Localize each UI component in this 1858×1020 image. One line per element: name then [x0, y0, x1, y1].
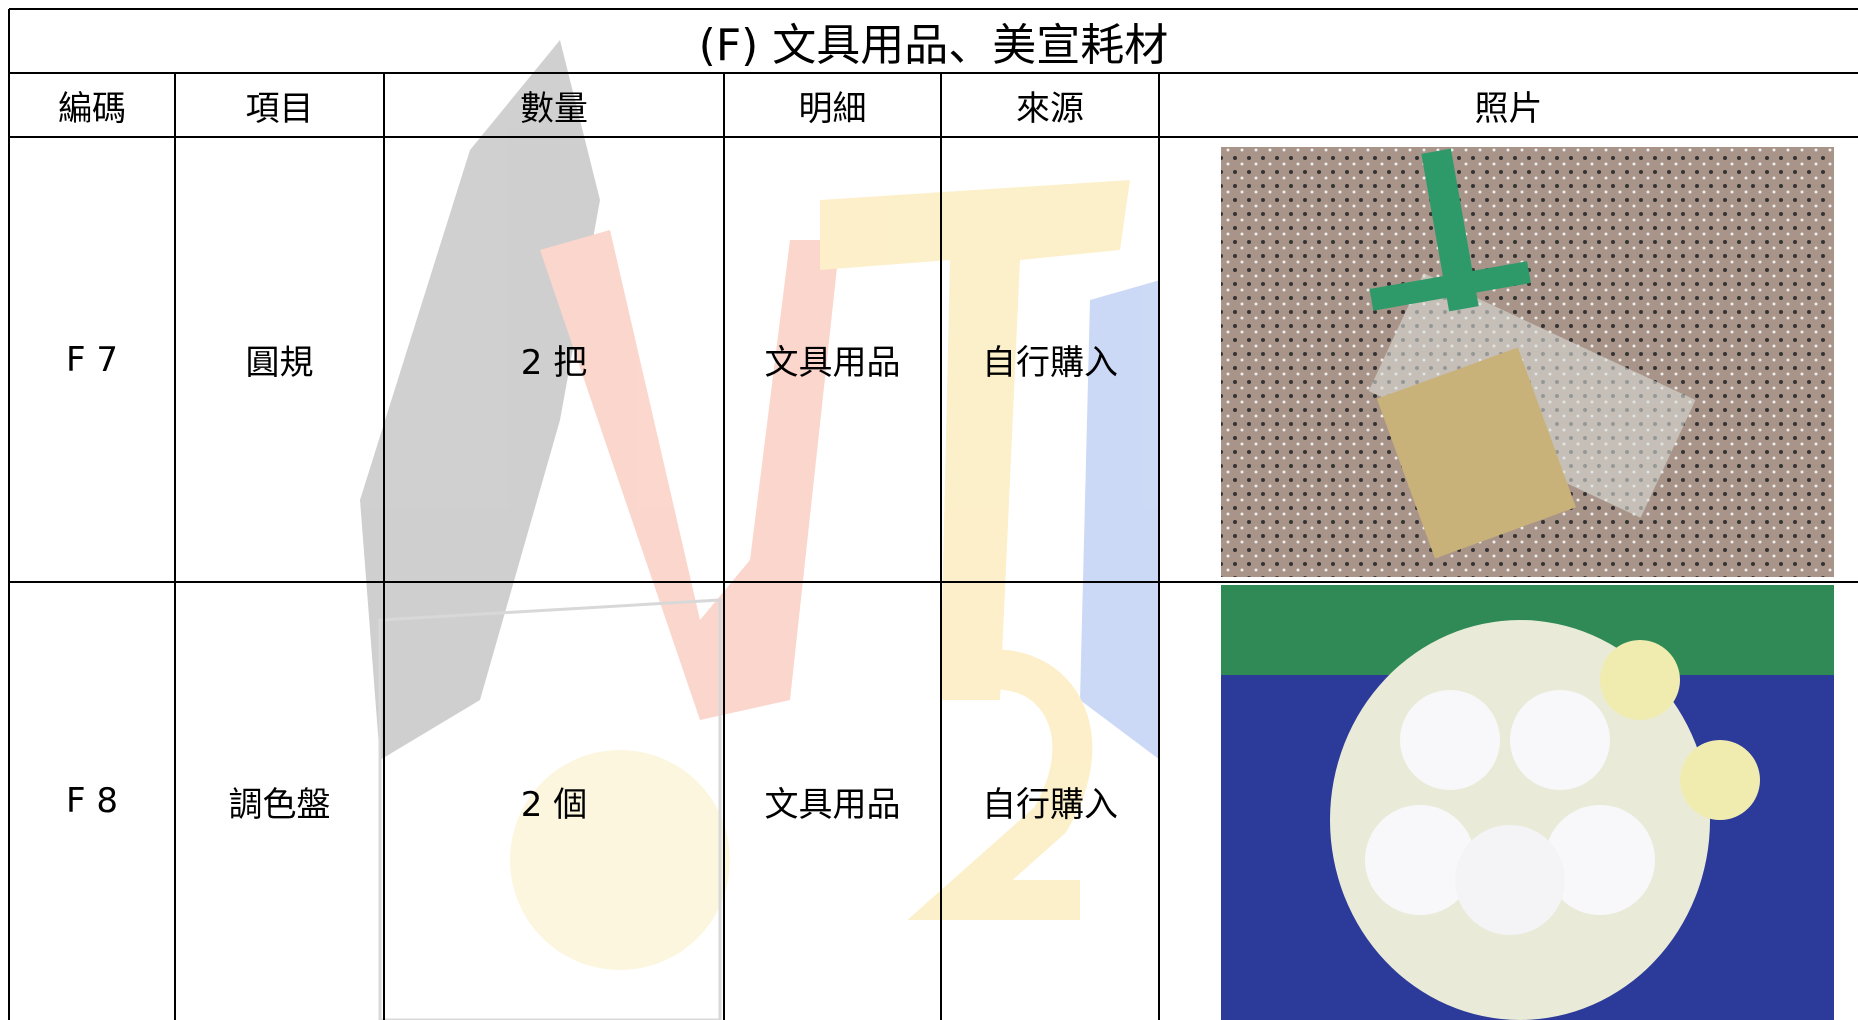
cell-detail: 文具用品 [764, 343, 901, 383]
cell-source: 自行購入 [982, 784, 1118, 825]
column-header: 來源 [1016, 88, 1084, 129]
cell-item: 圓規 [245, 343, 314, 383]
column-header: 明細 [798, 88, 867, 129]
cell-code: F 8 [66, 781, 118, 821]
column-header: 照片 [1474, 88, 1543, 129]
photo-palette [1221, 585, 1834, 1020]
cell-quantity: 2 個 [520, 784, 588, 825]
column-header: 項目 [245, 88, 314, 129]
column-header: 數量 [520, 88, 588, 129]
cell-quantity: 2 把 [520, 343, 588, 383]
column-header: 編碼 [58, 88, 126, 129]
table-title: (F) 文具用品、美宣耗材 [698, 20, 1169, 71]
cell-item: 調色盤 [228, 784, 331, 825]
photo-compass [1221, 147, 1834, 577]
cell-source: 自行購入 [982, 343, 1118, 383]
cell-detail: 文具用品 [764, 784, 901, 825]
cell-code: F 7 [66, 339, 118, 380]
